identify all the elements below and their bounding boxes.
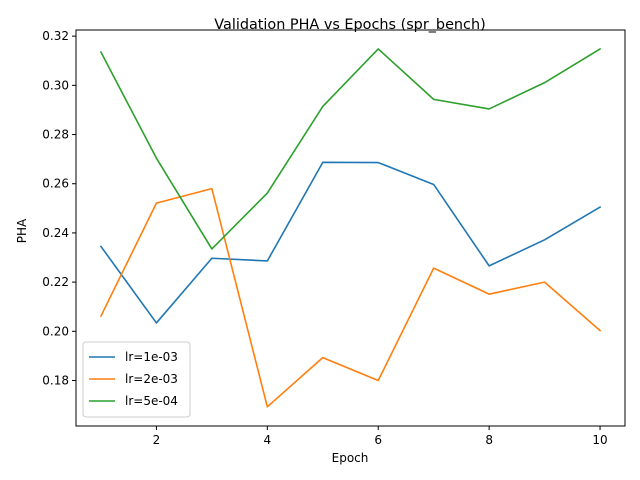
y-tick-label: 0.20 — [42, 324, 69, 338]
series-line-lr-1e-03 — [99, 161, 602, 324]
y-tick-label: 0.26 — [42, 177, 69, 191]
x-axis: 2 4 6 8 10 — [153, 426, 608, 447]
y-tick-label: 0.18 — [42, 373, 69, 387]
legend-label: lr=2e-03 — [125, 372, 178, 386]
y-tick-label: 0.24 — [42, 226, 69, 240]
y-tick-label: 0.32 — [42, 29, 69, 43]
x-axis-label: Epoch — [332, 451, 369, 465]
legend-label: lr=1e-03 — [125, 350, 178, 364]
plot-area — [99, 47, 602, 408]
legend: lr=1e-03 lr=2e-03 lr=5e-04 — [82, 341, 191, 418]
x-tick-label: 4 — [263, 433, 271, 447]
y-tick-label: 0.22 — [42, 275, 69, 289]
y-tick-label: 0.28 — [42, 128, 69, 142]
x-tick-label: 6 — [374, 433, 382, 447]
y-axis-label: PHA — [15, 218, 29, 243]
y-tick-label: 0.30 — [42, 78, 69, 92]
x-tick-label: 2 — [153, 433, 161, 447]
plot-frame — [75, 29, 626, 427]
chart-title: Validation PHA vs Epochs (spr_bench) — [214, 17, 485, 33]
series-line-lr-2e-03 — [99, 187, 602, 408]
legend-label: lr=5e-04 — [125, 394, 178, 408]
y-axis: 0.18 0.20 0.22 0.24 0.26 0.28 0.30 0.32 — [42, 29, 76, 387]
series-line-lr-5e-04 — [99, 47, 602, 250]
legend-box — [82, 341, 191, 418]
x-tick-label: 10 — [592, 433, 607, 447]
x-tick-label: 8 — [485, 433, 493, 447]
